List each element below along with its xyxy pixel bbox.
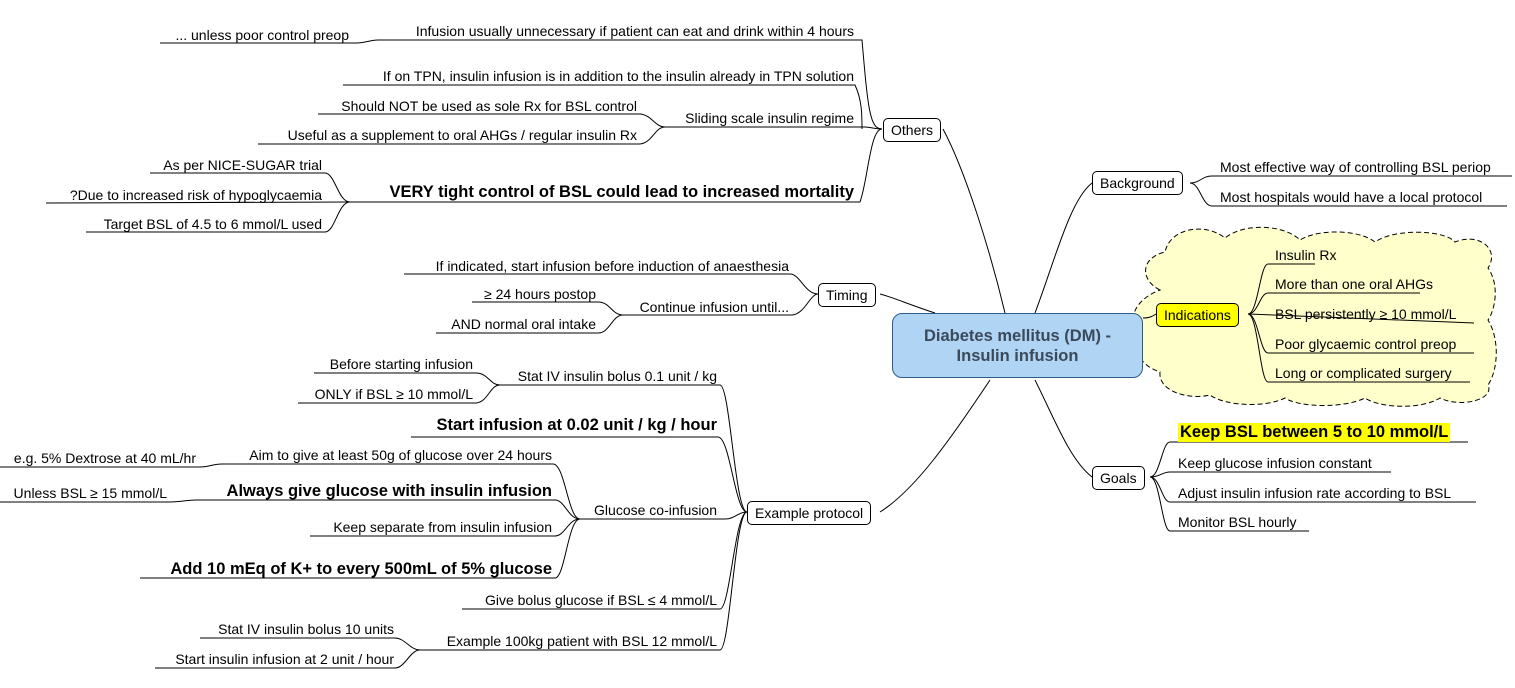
central-title-line2: Insulin infusion: [956, 346, 1079, 365]
central-title-line1: Diabetes mellitus (DM) -: [923, 326, 1112, 345]
example-protocol-topic[interactable]: Example protocol: [747, 501, 872, 525]
add-potassium-node[interactable]: Add 10 mEq of K+ to every 500mL of 5% gl…: [170, 560, 552, 578]
goal-keep-bsl[interactable]: Keep BSL between 5 to 10 mmol/L: [1178, 423, 1451, 442]
infusion-unnecessary-node[interactable]: Infusion usually unnecessary if patient …: [415, 23, 854, 39]
goal-glucose-constant[interactable]: Keep glucose infusion constant: [1178, 455, 1372, 471]
hypoglycaemia-node[interactable]: ?Due to increased risk of hypoglycaemia: [69, 187, 322, 203]
keep-separate-node[interactable]: Keep separate from insulin infusion: [333, 519, 552, 535]
start-2-units-node[interactable]: Start insulin infusion at 2 unit / hour: [175, 651, 394, 667]
stat-bolus-node[interactable]: Stat IV insulin bolus 0.1 unit / kg: [517, 368, 717, 384]
unless-poor-control-node[interactable]: ... unless poor control preop: [175, 27, 349, 43]
only-if-node[interactable]: ONLY if BSL ≥ 10 mmol/L: [314, 386, 473, 402]
goal-monitor-hourly[interactable]: Monitor BSL hourly: [1178, 514, 1297, 530]
example-patient-node[interactable]: Example 100kg patient with BSL 12 mmol/L: [446, 633, 717, 649]
tpn-node[interactable]: If on TPN, insulin infusion is in additi…: [382, 68, 854, 84]
goal-adjust-rate[interactable]: Adjust insulin infusion rate according t…: [1178, 485, 1452, 501]
indication-long-surgery[interactable]: Long or complicated surgery: [1275, 365, 1452, 381]
stat-10-units-node[interactable]: Stat IV insulin bolus 10 units: [218, 621, 394, 637]
bolus-glucose-node[interactable]: Give bolus glucose if BSL ≤ 4 mmol/L: [484, 592, 717, 608]
dextrose-node[interactable]: e.g. 5% Dextrose at 40 mL/hr: [13, 450, 196, 466]
sliding-scale-node[interactable]: Sliding scale insulin regime: [685, 110, 854, 126]
always-glucose-node[interactable]: Always give glucose with insulin infusio…: [226, 482, 552, 500]
background-topic[interactable]: Background: [1092, 171, 1183, 195]
sliding-supplement-node[interactable]: Useful as a supplement to oral AHGs / re…: [287, 127, 637, 143]
oral-intake-node[interactable]: AND normal oral intake: [451, 316, 596, 332]
aim-glucose-node[interactable]: Aim to give at least 50g of glucose over…: [249, 447, 552, 463]
continue-until-node[interactable]: Continue infusion until...: [639, 299, 789, 315]
indication-poor-control[interactable]: Poor glycaemic control preop: [1275, 336, 1457, 352]
indication-bsl-persistent[interactable]: BSL persistently ≥ 10 mmol/L: [1275, 306, 1457, 322]
indication-insulin-rx[interactable]: Insulin Rx: [1275, 247, 1337, 263]
start-infusion-node[interactable]: Start infusion at 0.02 unit / kg / hour: [436, 416, 717, 434]
unless-bsl-node[interactable]: Unless BSL ≥ 15 mmol/L: [13, 485, 167, 501]
central-topic[interactable]: Diabetes mellitus (DM) - Insulin infusio…: [892, 313, 1143, 378]
background-item-protocol[interactable]: Most hospitals would have a local protoc…: [1220, 189, 1483, 205]
target-bsl-node[interactable]: Target BSL of 4.5 to 6 mmol/L used: [103, 216, 322, 232]
indication-oral-ahgs[interactable]: More than one oral AHGs: [1275, 276, 1433, 292]
sliding-not-sole-node[interactable]: Should NOT be used as sole Rx for BSL co…: [341, 98, 637, 114]
tight-control-node[interactable]: VERY tight control of BSL could lead to …: [389, 183, 854, 201]
start-before-node[interactable]: If indicated, start infusion before indu…: [435, 258, 789, 274]
timing-topic[interactable]: Timing: [818, 283, 876, 307]
nice-sugar-node[interactable]: As per NICE-SUGAR trial: [163, 157, 322, 173]
glucose-coinfusion-node[interactable]: Glucose co-infusion: [594, 502, 717, 518]
goals-topic[interactable]: Goals: [1092, 466, 1145, 490]
indications-topic[interactable]: Indications: [1156, 303, 1239, 327]
hours-postop-node[interactable]: ≥ 24 hours postop: [484, 286, 596, 302]
background-item-effective[interactable]: Most effective way of controlling BSL pe…: [1220, 159, 1491, 175]
others-topic[interactable]: Others: [883, 118, 942, 142]
before-starting-node[interactable]: Before starting infusion: [329, 356, 473, 372]
